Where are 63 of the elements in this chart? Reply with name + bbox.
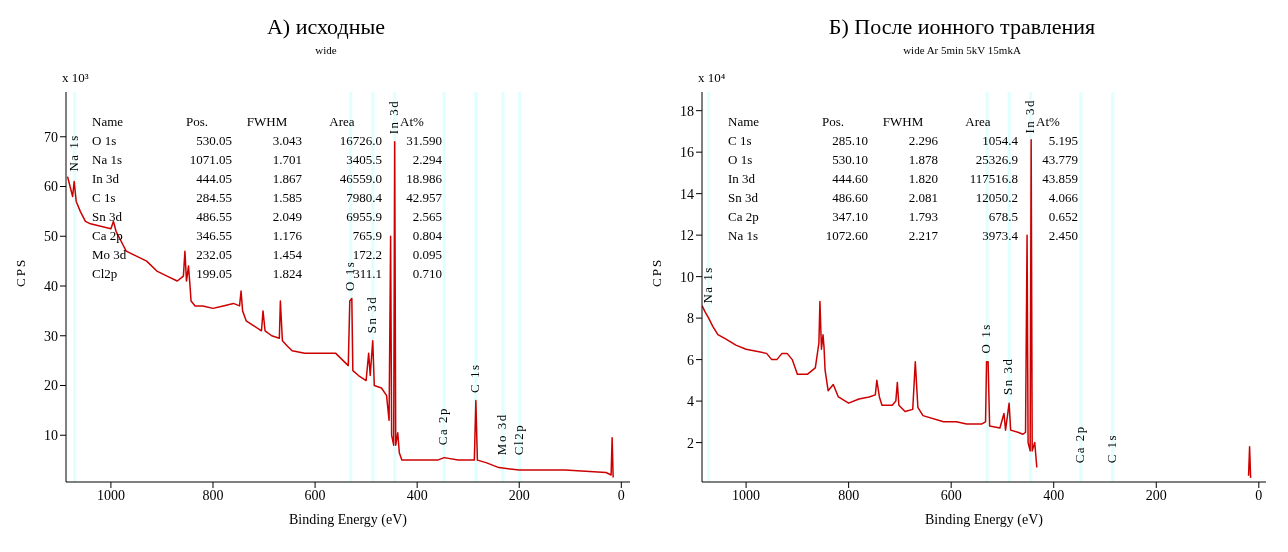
- x-tick-label: 200: [1145, 487, 1167, 503]
- text: C 1s 285.10 2.296 1054.4 5.195: [728, 133, 1078, 148]
- annotation: Na 1s: [699, 266, 715, 304]
- x-tick-label: 0: [1255, 487, 1263, 503]
- y-tick-label: 18: [680, 103, 694, 119]
- x-tick-label: 0: [617, 487, 625, 503]
- chart-subtitle: wide Ar 5min 5kV 15mkA: [902, 44, 1022, 58]
- text: C 1s 284.55 1.585 7980.4 42.957: [92, 190, 442, 205]
- annotation: Cl2p: [510, 423, 526, 456]
- x-tick-label: 200: [508, 487, 530, 503]
- y-tick-label: 60: [44, 179, 58, 195]
- annotation: In 3d: [385, 99, 401, 135]
- text: Sn 3d 486.60 2.081 12050.2 4.066: [728, 190, 1078, 205]
- x-tick-label: 800: [202, 487, 224, 503]
- text: Sn 3d 486.55 2.049 6955.9 2.565: [92, 209, 442, 224]
- y-tick-label: 16: [680, 145, 694, 161]
- annotation: C 1s: [466, 363, 482, 393]
- text: Ca 2p 347.10 1.793 678.5 0.652: [728, 209, 1078, 224]
- y-tick-label: 2: [687, 435, 694, 451]
- text: x 10⁴: [698, 70, 726, 86]
- x-tick-label: 1000: [96, 487, 125, 503]
- y-tick-label: 50: [44, 229, 58, 245]
- y-tick-label: 12: [680, 228, 694, 244]
- annotation: Mo 3d: [493, 413, 509, 456]
- x-tick-label: 1000: [732, 487, 761, 503]
- chart-title: А) исходные: [266, 13, 386, 41]
- y-axis-title: CPS: [648, 257, 664, 287]
- annotation: Sn 3d: [1000, 357, 1016, 395]
- x-axis-title: Binding Energy (eV): [925, 512, 1044, 528]
- annotation: C 1s: [1103, 433, 1119, 464]
- text: x 10³: [62, 70, 89, 86]
- y-tick-label: 10: [44, 428, 58, 444]
- x-tick-label: 800: [838, 487, 860, 503]
- text: In 3d 444.60 1.820 117516.8 43.859: [728, 171, 1078, 186]
- annotation: Ca 2p: [1071, 425, 1087, 464]
- chart-title: Б) После ионного травления: [827, 13, 1097, 41]
- y-tick-label: 70: [44, 129, 58, 145]
- text: In 3d 444.05 1.867 46559.0 18.986: [92, 171, 442, 186]
- y-tick-label: 10: [680, 269, 694, 285]
- text: O 1s 530.05 3.043 16726.0 31.590: [92, 133, 442, 148]
- text: Mo 3d 232.05 1.454 172.2 0.095: [92, 247, 442, 262]
- x-tick-label: 400: [1043, 487, 1065, 503]
- y-tick-label: 8: [687, 311, 694, 327]
- annotation: In 3d: [1021, 98, 1037, 134]
- annotation: Ca 2p: [435, 406, 451, 446]
- text: Na 1s 1072.60 2.217 3973.4 2.450: [728, 228, 1078, 243]
- y-tick-label: 20: [44, 378, 58, 394]
- y-tick-label: 14: [680, 186, 694, 202]
- chart-subtitle: wide: [314, 44, 338, 58]
- y-axis-title: CPS: [12, 257, 28, 287]
- annotation: O 1s: [978, 323, 994, 354]
- x-tick-label: 600: [304, 487, 326, 503]
- y-tick-label: 4: [687, 394, 694, 410]
- annotation: Sn 3d: [363, 295, 379, 334]
- annotation: Na 1s: [65, 134, 81, 172]
- y-tick-label: 6: [687, 352, 694, 368]
- y-tick-label: 30: [44, 328, 58, 344]
- text: Na 1s 1071.05 1.701 3405.5 2.294: [92, 152, 442, 167]
- x-axis-title: Binding Energy (eV): [289, 512, 408, 528]
- y-tick-label: 40: [44, 278, 58, 294]
- x-tick-label: 400: [406, 487, 428, 503]
- text: O 1s 530.10 1.878 25326.9 43.779: [728, 152, 1078, 167]
- x-tick-label: 600: [940, 487, 962, 503]
